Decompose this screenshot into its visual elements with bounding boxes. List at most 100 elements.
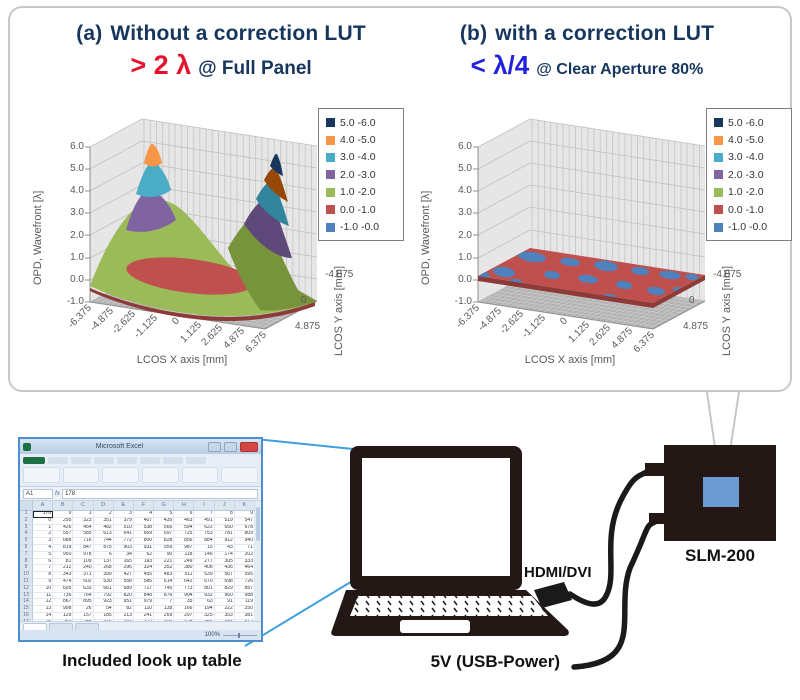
legend-label: 0.0 -1.0: [728, 203, 764, 216]
usb-power-label: 5V (USB-Power): [430, 652, 560, 671]
sheet-tab: [75, 622, 99, 630]
legend-swatch: [714, 187, 723, 197]
lut-table-caption: Included look up table: [62, 651, 242, 670]
legend-label: 3.0 -4.0: [340, 151, 376, 164]
ribbon-tab: [163, 456, 183, 464]
sheet-tab: [49, 622, 73, 630]
legend-swatch: [714, 170, 723, 180]
chart-b-legend: 5.0 -6.0 4.0 -5.0 3.0 -4.0 2.0 -3.0 1.0 -2.0…: [706, 108, 792, 241]
ribbon-tab: [117, 456, 137, 464]
ribbon-tab: [186, 456, 206, 464]
excel-formula-bar: A1 fx 178: [20, 487, 261, 501]
surface-ridge-darkgreen: [228, 210, 317, 311]
legend-entry: 4.0 -5.0: [326, 131, 398, 148]
callout-line-bottom: [244, 579, 355, 647]
legend-entry: 1.0 -2.0: [714, 184, 786, 201]
caption-a-metric-line: > 2 λ @ Full Panel: [40, 50, 402, 81]
surface-left-peak-purple: [126, 189, 176, 232]
surface-right-peak-purple: [244, 196, 292, 258]
sheet-tab: [23, 622, 47, 630]
y-tick-label: 0: [301, 295, 307, 306]
formula-input: 178: [62, 488, 258, 499]
slm-200-label: SLM-200: [685, 546, 755, 565]
z-tick-label: 3.0: [458, 207, 472, 219]
maximize-button: [224, 441, 237, 452]
z-tick-label: -1.0: [454, 295, 472, 307]
legend-label: 1.0 -2.0: [340, 186, 376, 199]
caption-a-index: (a): [76, 22, 103, 45]
excel-ribbon-groups: [23, 467, 259, 483]
minimize-button: [208, 441, 221, 452]
legend-swatch: [326, 205, 335, 215]
legend-entry: -1.0 -0.0: [714, 218, 786, 235]
excel-titlebar: Microsoft Excel: [20, 439, 261, 454]
z-tick-label: 1.0: [70, 251, 84, 263]
legend-entry: 0.0 -1.0: [326, 201, 398, 218]
legend-label: 5.0 -6.0: [728, 116, 764, 129]
legend-swatch: [714, 118, 723, 128]
slm-connector-top: [645, 463, 667, 476]
caption-a-qualifier: @ Full Panel: [198, 58, 312, 79]
legend-swatch: [714, 152, 723, 162]
caption-b-title: (b) with a correction LUT: [459, 22, 715, 45]
fx-icon: fx: [55, 490, 61, 497]
legend-label: 2.0 -3.0: [728, 168, 764, 181]
z-tick-label: -1.0: [66, 295, 84, 307]
caption-b-metric-line: < λ/4 @ Clear Aperture 80%: [412, 50, 762, 81]
surface-front-edge: [90, 288, 315, 321]
legend-swatch: [326, 152, 335, 162]
chart-a-z-ticks: 6.0 5.0 4.0 3.0 2.0 1.0 0.0 -1.0: [46, 136, 84, 313]
laptop-screen: [362, 458, 510, 576]
hdmi-dvi-label: HDMI/DVI: [524, 564, 592, 581]
legend-label: 1.0 -2.0: [728, 186, 764, 199]
z-tick-label: 0.0: [458, 273, 472, 285]
legend-label: 4.0 -5.0: [340, 134, 376, 147]
z-tick-label: 4.0: [458, 185, 472, 197]
legend-swatch: [326, 187, 335, 197]
chart-a-surface-plot: OPD, Wavefront [λ] 6.0 5.0 4.0 3.0 2.0 1.0 0.0…: [32, 100, 407, 400]
legend-swatch: [326, 135, 335, 145]
y-tick-label: 4.875: [683, 321, 709, 332]
callout-line-top: [244, 437, 354, 450]
z-tick-label: 1.0: [458, 251, 472, 263]
y-tick-label: 0: [689, 295, 695, 306]
ribbon-tab: [140, 456, 160, 464]
excel-window-title: Microsoft Excel: [95, 443, 144, 450]
hdmi-cable: [567, 467, 652, 607]
y-tick-label: 4.875: [295, 321, 321, 332]
chart-b-z-ticks: 6.0 5.0 4.0 3.0 2.0 1.0 0.0 -1.0: [434, 136, 472, 313]
legend-entry: 2.0 -3.0: [326, 166, 398, 183]
y-tick-label: -4.875: [325, 269, 354, 280]
excel-ribbon-tabs: [23, 455, 258, 465]
file-tab: [23, 456, 45, 464]
vertical-scrollbar: [255, 501, 261, 621]
legend-swatch: [326, 222, 335, 232]
legend-entry: 0.0 -1.0: [714, 201, 786, 218]
legend-entry: 4.0 -5.0: [714, 131, 786, 148]
ribbon-tab: [48, 456, 68, 464]
legend-swatch: [714, 222, 723, 232]
setup-diagram: [244, 391, 776, 670]
excel-ribbon: [20, 454, 261, 487]
close-button: [240, 441, 258, 452]
name-box: A1: [23, 488, 53, 499]
chart-b-y-axis-title: LCOS Y axis [mm]: [721, 265, 733, 357]
legend-label: 0.0 -1.0: [340, 203, 376, 216]
legend-label: -1.0 -0.0: [728, 221, 768, 234]
legend-entry: 5.0 -6.0: [326, 114, 398, 131]
surface-right-peak-brown: [264, 167, 288, 202]
legend-label: 3.0 -4.0: [728, 151, 764, 164]
z-tick-label: 3.0: [70, 207, 84, 219]
caption-b-index: (b): [459, 22, 488, 45]
chart-b-z-axis-title: OPD, Wavefront [λ]: [420, 190, 432, 286]
z-tick-label: 5.0: [458, 163, 472, 175]
excel-status-bar: 100%: [20, 630, 261, 640]
z-tick-label: 6.0: [458, 141, 472, 152]
surface-right-peak-teal: [256, 180, 289, 226]
chart-a-legend: 5.0 -6.0 4.0 -5.0 3.0 -4.0 2.0 -3.0 1.0 -2.0…: [318, 108, 404, 241]
legend-entry: 3.0 -4.0: [326, 149, 398, 166]
legend-swatch: [714, 205, 723, 215]
